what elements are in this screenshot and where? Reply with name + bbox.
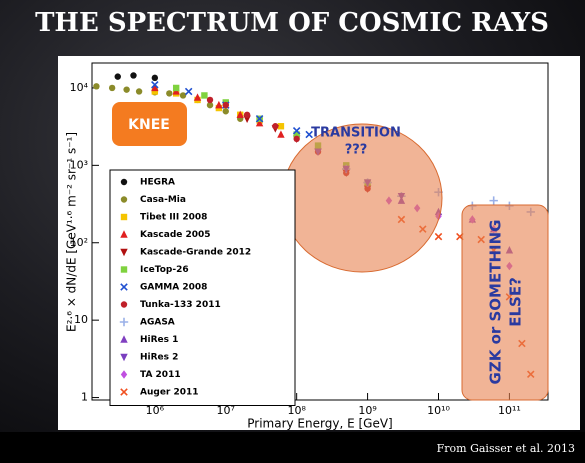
footer-bar <box>0 432 585 463</box>
data-point <box>108 84 116 92</box>
data-point <box>434 232 443 241</box>
data-point <box>151 88 159 95</box>
y-tick-label: 10⁴ <box>70 81 89 94</box>
x-tick-label: 10⁷ <box>217 404 235 417</box>
gzk-label: ELSE? <box>507 277 525 327</box>
legend-label: GAMMA 2008 <box>140 283 207 293</box>
legend-marker <box>120 301 128 308</box>
legend-marker <box>120 335 128 343</box>
source: From Gaisser et al. 2013 <box>437 442 575 455</box>
data-point <box>184 87 193 96</box>
legend-marker <box>120 283 128 291</box>
gzk-label: GZK or SOMETHING <box>487 220 505 385</box>
data-point <box>272 123 279 130</box>
data-point <box>489 196 498 205</box>
data-point <box>243 111 251 118</box>
legend-label: AGASA <box>140 318 175 328</box>
data-point <box>293 131 300 138</box>
legend-label: Kascade-Grande 2012 <box>140 248 251 258</box>
data-point <box>130 72 137 79</box>
knee-label: KNEE <box>128 117 170 133</box>
data-point <box>305 130 313 139</box>
legend-label: Kascade 2005 <box>140 230 211 240</box>
data-point <box>172 84 180 92</box>
data-point <box>166 90 173 97</box>
legend-marker <box>120 196 128 203</box>
y-tick-label: 10³ <box>70 158 88 171</box>
data-point <box>215 100 223 109</box>
data-point <box>222 101 229 109</box>
legend-label: HiRes 2 <box>140 353 178 363</box>
data-point <box>255 114 264 123</box>
x-axis-label: Primary Energy, E [GeV] <box>247 417 392 431</box>
y-axis-label: E²·⁶ × dN/dE [GeV¹·⁶ m⁻² sr⁻¹ s⁻¹] <box>65 132 79 332</box>
legend-label: TA 2011 <box>140 370 181 380</box>
x-tick-label: 10⁹ <box>358 404 376 417</box>
data-point <box>292 126 301 135</box>
y-tick-label: 10² <box>70 236 88 249</box>
data-point <box>255 119 264 127</box>
data-point <box>151 80 159 89</box>
data-point <box>123 86 130 93</box>
data-point <box>93 83 100 90</box>
data-point <box>222 108 229 115</box>
data-point <box>151 83 159 92</box>
data-point <box>206 96 214 104</box>
legend-box <box>109 169 296 406</box>
slide-title: THE SPECTRUM OF COSMIC RAYS <box>35 8 549 38</box>
data-point <box>277 130 285 138</box>
gzk-region <box>461 204 549 401</box>
legend-marker <box>120 353 128 362</box>
data-point <box>293 135 300 143</box>
x-tick-label: 10¹⁰ <box>427 404 450 417</box>
data-point <box>193 93 202 101</box>
legend-marker <box>120 248 128 257</box>
knee-box <box>112 102 187 146</box>
transition-label: ??? <box>345 143 368 158</box>
legend-marker <box>120 266 128 273</box>
legend-label: HiRes 1 <box>140 335 178 345</box>
x-tick-label: 10⁸ <box>287 404 306 417</box>
legend-label: HEGRA <box>140 178 175 188</box>
legend-label: Tunka-133 2011 <box>140 300 221 310</box>
data-point <box>277 123 285 130</box>
data-point <box>135 88 143 95</box>
legend-label: Casa-Mia <box>140 195 186 205</box>
legend-label: Tibet III 2008 <box>140 213 207 223</box>
data-point <box>236 110 244 118</box>
legend-marker <box>120 213 128 221</box>
legend-marker <box>120 388 128 396</box>
legend-label: IceTop-26 <box>140 265 189 275</box>
legend-marker <box>119 317 129 327</box>
data-point <box>179 92 187 99</box>
data-point <box>114 73 121 80</box>
data-point <box>206 101 214 109</box>
x-tick-label: 10⁶ <box>146 404 165 417</box>
legend-marker <box>120 230 128 238</box>
legend-marker <box>120 370 128 379</box>
data-point <box>151 74 159 82</box>
legend-label: Auger 2011 <box>140 388 199 398</box>
legend-marker <box>120 178 128 186</box>
y-tick-label: 10 <box>74 313 88 326</box>
x-tick-label: 10¹¹ <box>498 404 521 417</box>
transition-label: TRANSITION <box>311 126 401 141</box>
data-point <box>201 92 208 99</box>
y-tick-label: 1 <box>81 391 88 404</box>
